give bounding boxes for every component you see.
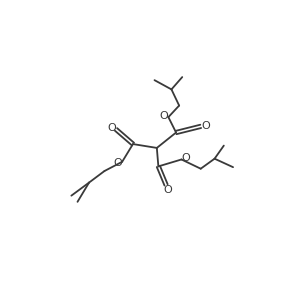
Text: O: O: [182, 153, 190, 163]
Text: O: O: [107, 123, 116, 133]
Text: O: O: [201, 121, 210, 131]
Text: O: O: [113, 158, 122, 168]
Text: O: O: [159, 111, 168, 121]
Text: O: O: [163, 185, 172, 195]
